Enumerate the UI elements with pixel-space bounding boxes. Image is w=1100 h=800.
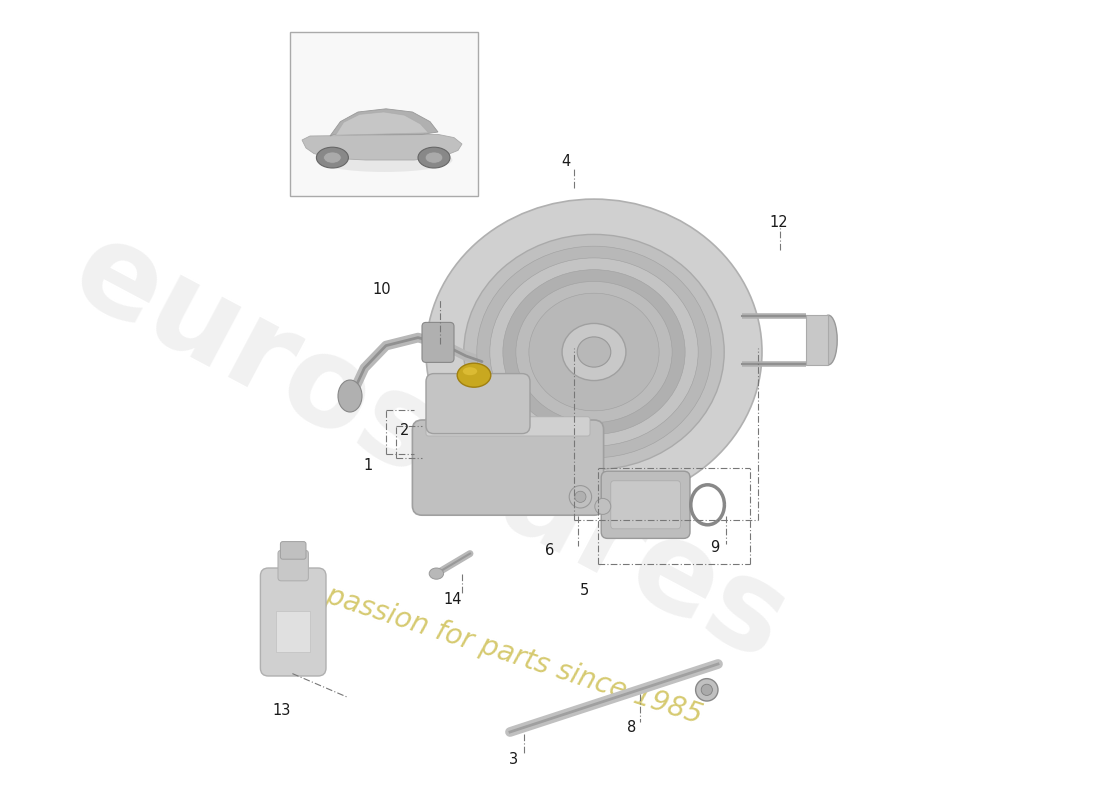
Polygon shape — [302, 134, 462, 160]
Ellipse shape — [338, 380, 362, 412]
FancyBboxPatch shape — [261, 568, 326, 676]
Ellipse shape — [418, 147, 450, 168]
FancyBboxPatch shape — [426, 417, 590, 436]
Polygon shape — [336, 112, 428, 135]
Ellipse shape — [463, 367, 477, 375]
Ellipse shape — [426, 152, 443, 163]
Ellipse shape — [426, 199, 762, 505]
Text: 3: 3 — [509, 753, 518, 767]
Text: 4: 4 — [561, 154, 571, 169]
Text: 10: 10 — [373, 282, 392, 297]
Ellipse shape — [516, 282, 672, 422]
FancyBboxPatch shape — [610, 481, 681, 529]
Ellipse shape — [695, 678, 718, 701]
Ellipse shape — [323, 152, 341, 163]
Ellipse shape — [464, 234, 724, 470]
FancyBboxPatch shape — [602, 471, 690, 538]
Text: 12: 12 — [770, 215, 788, 230]
Ellipse shape — [503, 270, 685, 434]
Text: 8: 8 — [627, 721, 636, 735]
Text: 1: 1 — [363, 458, 372, 473]
Text: 9: 9 — [711, 541, 719, 555]
Ellipse shape — [529, 293, 659, 411]
Bar — [290, 32, 478, 196]
Ellipse shape — [458, 363, 491, 387]
Text: 13: 13 — [273, 703, 292, 718]
Ellipse shape — [578, 337, 610, 367]
Text: 6: 6 — [546, 543, 554, 558]
Text: 5: 5 — [580, 583, 588, 598]
Text: eurospares: eurospares — [53, 209, 807, 687]
Ellipse shape — [569, 486, 592, 508]
Ellipse shape — [317, 148, 452, 172]
Ellipse shape — [429, 568, 443, 579]
Ellipse shape — [820, 315, 837, 365]
Ellipse shape — [562, 323, 626, 381]
Ellipse shape — [317, 147, 349, 168]
Ellipse shape — [595, 498, 610, 514]
Ellipse shape — [575, 491, 586, 502]
FancyBboxPatch shape — [412, 420, 604, 515]
Bar — [276, 610, 310, 652]
Polygon shape — [330, 109, 438, 136]
FancyBboxPatch shape — [426, 374, 530, 434]
Ellipse shape — [490, 258, 698, 446]
FancyBboxPatch shape — [280, 542, 306, 559]
Text: 14: 14 — [443, 593, 462, 607]
Text: a passion for parts since 1985: a passion for parts since 1985 — [298, 574, 706, 730]
FancyBboxPatch shape — [422, 322, 454, 362]
Text: 2: 2 — [399, 423, 409, 438]
Ellipse shape — [701, 684, 713, 695]
FancyBboxPatch shape — [278, 550, 308, 581]
Ellipse shape — [476, 246, 712, 458]
Bar — [806, 315, 828, 365]
